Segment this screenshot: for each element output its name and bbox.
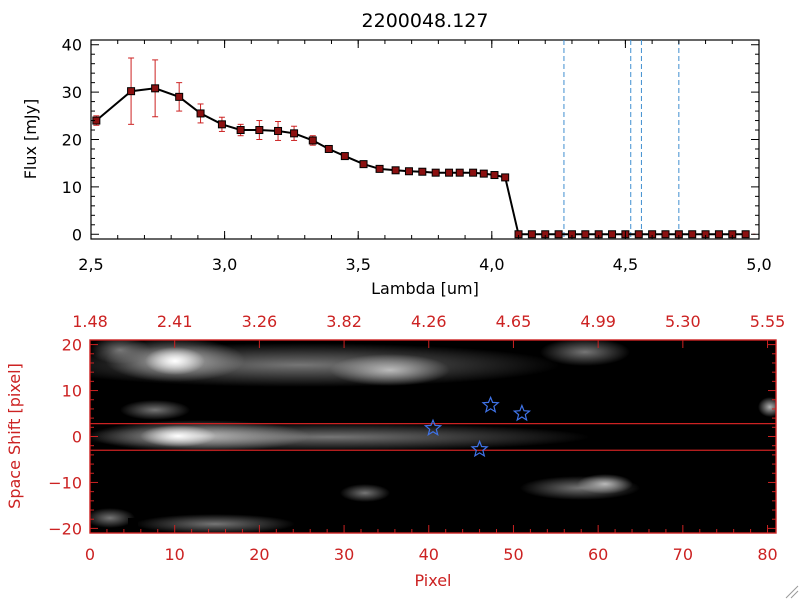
spectral-image	[90, 340, 776, 533]
y-tick-label-3: 30	[62, 83, 82, 102]
spectrum-frame	[90, 39, 760, 240]
data-point-19	[445, 168, 454, 177]
spectrum-line	[95, 87, 746, 236]
pixel-tick-label-5: 50	[503, 545, 523, 564]
pixel-tick-label-0: 0	[85, 545, 95, 564]
data-point-40	[714, 230, 723, 239]
x-tick-label-5: 5,0	[746, 255, 771, 274]
data-point-42	[741, 230, 750, 239]
y-tick-label-0: 0	[72, 225, 82, 244]
x-tick-label-2: 3,5	[345, 255, 370, 274]
y-tick-label-4: 40	[62, 36, 82, 55]
data-point-2	[151, 84, 160, 93]
shift-tick-label-3: 10	[62, 382, 82, 401]
data-point-16	[404, 167, 413, 176]
pixel-tick-label-2: 20	[249, 545, 269, 564]
data-point-14	[375, 164, 384, 173]
pixel-tick-label-6: 60	[588, 545, 608, 564]
data-point-9	[290, 129, 299, 138]
x-tick-label-0: 2,5	[78, 255, 103, 274]
data-point-4	[196, 109, 205, 118]
pixel-tick-label-4: 40	[419, 545, 439, 564]
resize-grip-icon[interactable]	[785, 585, 799, 599]
data-point-30	[581, 230, 590, 239]
data-point-24	[501, 173, 510, 182]
data-point-28	[554, 230, 563, 239]
data-point-13	[359, 160, 368, 169]
wavelength-tick-label-3: 3.82	[326, 312, 362, 331]
wavelength-tick-label-2: 3.26	[242, 312, 278, 331]
data-point-20	[455, 168, 464, 177]
shift-tick-label-4: 20	[62, 336, 82, 355]
data-point-8	[274, 126, 283, 135]
pixel-tick-label-8: 80	[757, 545, 777, 564]
wavelength-tick-label-7: 5.30	[665, 312, 701, 331]
data-point-5	[217, 120, 226, 129]
data-point-1	[127, 87, 136, 96]
star-marker-0	[423, 418, 443, 437]
pixel-tick-label-7: 70	[673, 545, 693, 564]
pixel-tick-label-3: 30	[334, 545, 354, 564]
data-point-26	[527, 230, 536, 239]
data-point-17	[418, 167, 427, 176]
wavelength-tick-label-6: 4.99	[580, 312, 616, 331]
y-axis-label: Flux [mJy]	[21, 99, 40, 180]
chart-title: 2200048.127	[362, 10, 489, 32]
data-point-36	[661, 230, 670, 239]
data-point-23	[490, 171, 499, 180]
x-tick-label-3: 4,0	[479, 255, 504, 274]
x-axis-label-pixel: Pixel	[414, 571, 451, 590]
wavelength-tick-label-8: 5.55	[750, 312, 786, 331]
wavelength-tick-label-0: 1.48	[72, 312, 108, 331]
data-point-3	[175, 92, 184, 101]
data-point-32	[608, 230, 617, 239]
data-point-11	[324, 144, 333, 153]
wavelength-tick-label-5: 4.65	[496, 312, 532, 331]
data-point-18	[431, 168, 440, 177]
data-point-12	[340, 152, 349, 161]
y-tick-label-1: 10	[62, 178, 82, 197]
shift-tick-label-1: −10	[48, 473, 82, 492]
shift-tick-label-0: −20	[48, 519, 82, 538]
data-point-38	[688, 230, 697, 239]
data-point-21	[469, 168, 478, 177]
star-marker-3	[512, 403, 532, 422]
wavelength-tick-label-4: 4.26	[411, 312, 447, 331]
spectral-image-panel: 0 10 20 30 40 50 60 70 80 1.48 2.41 3.26 3.82 4.26 4.…	[5, 312, 785, 590]
shift-tick-label-2: 0	[72, 428, 82, 447]
data-point-15	[391, 166, 400, 175]
x-axis-label: Lambda [um]	[371, 279, 479, 298]
y-axis-label-space-shift: Space Shift [pixel]	[5, 363, 24, 509]
data-point-6	[236, 126, 245, 135]
star-marker-1	[470, 439, 489, 458]
data-point-34	[634, 230, 643, 239]
star-marker-2	[481, 395, 500, 413]
y-tick-label-2: 20	[62, 131, 82, 150]
spectrum-panel: 2200048.127 2,5 3,0 3,5 4,0 4,5 5,0 0 10 20 30 40…	[21, 10, 772, 298]
data-point-10	[308, 136, 317, 145]
x-tick-label-1: 3,0	[212, 255, 237, 274]
data-point-7	[255, 126, 264, 135]
wavelength-tick-label-1: 2.41	[157, 312, 193, 331]
pixel-tick-label-1: 10	[165, 545, 185, 564]
data-point-22	[479, 169, 488, 178]
x-tick-label-4: 4,5	[613, 255, 638, 274]
